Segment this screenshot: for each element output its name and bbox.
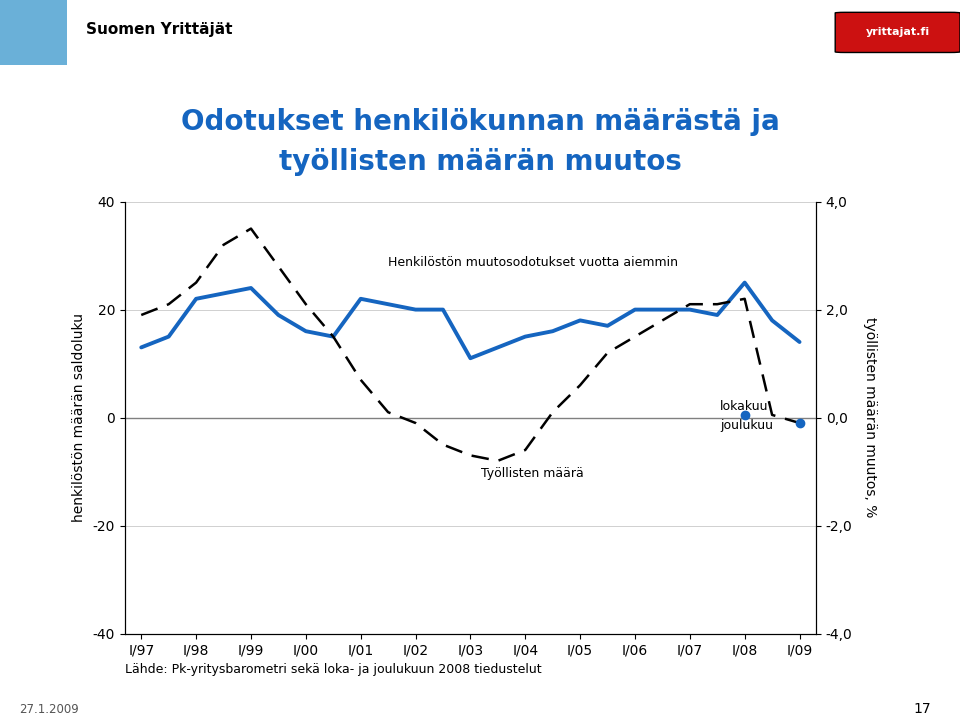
Text: yrittajat.fi: yrittajat.fi: [866, 27, 929, 37]
Text: Henkilöstön muutosodotukset vuotta aiemmin: Henkilöstön muutosodotukset vuotta aiemm…: [388, 256, 678, 269]
Bar: [0, 0, 67, 65]
Text: Odotukset henkilökunnan määrästä ja: Odotukset henkilökunnan määrästä ja: [180, 109, 780, 136]
Text: 17: 17: [914, 702, 931, 716]
Text: Suomen Yrittäjät: Suomen Yrittäjät: [86, 22, 233, 37]
Text: lokakuu: lokakuu: [720, 400, 769, 413]
Text: Työllisten määrä: Työllisten määrä: [481, 467, 584, 480]
FancyBboxPatch shape: [835, 12, 960, 53]
Text: työllisten määrän muutos: työllisten määrän muutos: [278, 148, 682, 176]
Text: 27.1.2009: 27.1.2009: [19, 703, 79, 716]
Text: Lähde: Pk-yritysbarometri sekä loka- ja joulukuun 2008 tiedustelut: Lähde: Pk-yritysbarometri sekä loka- ja …: [125, 663, 541, 676]
Y-axis label: työllisten määrän muutos, %: työllisten määrän muutos, %: [863, 318, 877, 518]
Text: joulukuu: joulukuu: [720, 419, 773, 432]
Y-axis label: henkilöstön määrän saldoluku: henkilöstön määrän saldoluku: [72, 313, 85, 522]
